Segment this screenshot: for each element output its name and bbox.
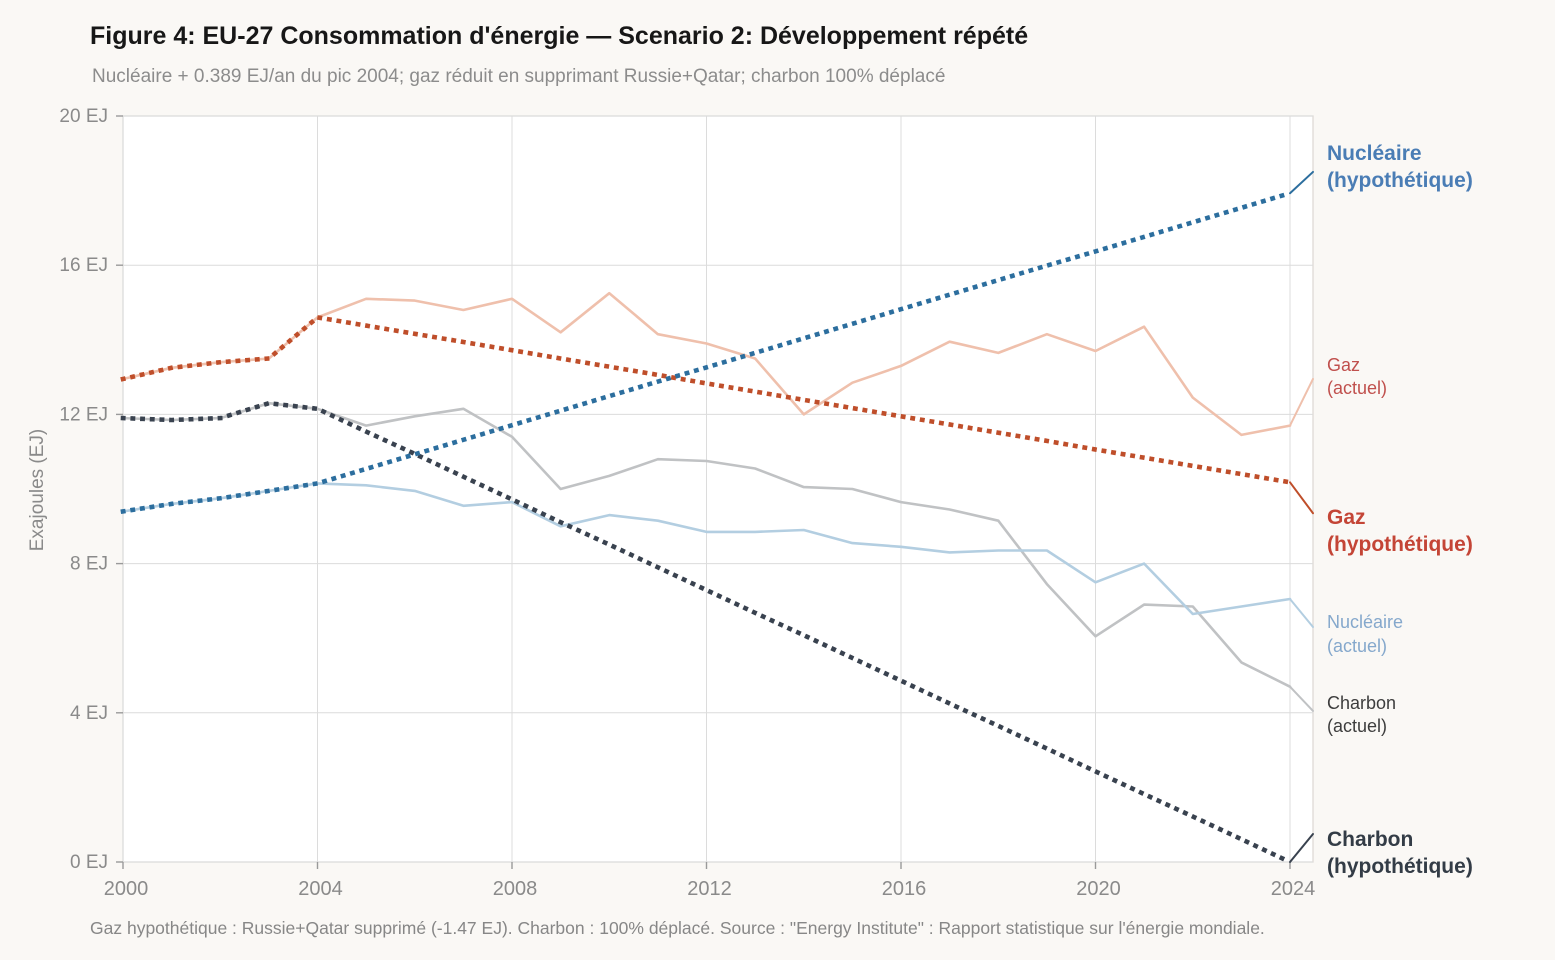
plot-area xyxy=(122,115,1314,863)
series-line-charbon_actuel xyxy=(121,401,1292,689)
series-label-line: (actuel) xyxy=(1327,715,1388,736)
series-label-charbon_hypothetique: Charbon (hypothétique) xyxy=(1327,827,1473,881)
series-label-connector-gaz_hypothetique xyxy=(1289,481,1314,515)
series-label-nucleaire_hypothetique: Nucléaire (hypothétique) xyxy=(1327,141,1473,195)
series-line-gaz_hypothetique xyxy=(120,315,1293,485)
series-line-nucleaire_hypothetique xyxy=(120,190,1293,515)
series-label-line: (actuel) xyxy=(1327,378,1388,399)
y-axis-title: Exajoules (EJ) xyxy=(27,428,48,552)
x-tick-label: 2016 xyxy=(882,878,927,900)
x-tick-label: 2020 xyxy=(1076,878,1121,900)
figure-subtitle: Nucléaire + 0.389 EJ/an du pic 2004; gaz… xyxy=(92,66,946,87)
x-tick-label: 2024 xyxy=(1271,878,1316,900)
series-label-line: (hypothétique) xyxy=(1327,532,1473,556)
x-tick-label: 2012 xyxy=(687,878,732,900)
series-label-charbon_actuel: Charbon (actuel) xyxy=(1327,692,1396,738)
series-label-gaz_hypothetique: Gaz (hypothétique) xyxy=(1327,505,1473,559)
series-label-connector-charbon_hypothetique xyxy=(1289,833,1314,863)
y-tick-label: 20 EJ xyxy=(59,106,108,127)
y-tick-label: 8 EJ xyxy=(70,554,108,575)
series-label-line: Nucléaire xyxy=(1327,142,1422,166)
series-label-line: Nucléaire xyxy=(1327,612,1404,633)
y-tick-label: 16 EJ xyxy=(59,255,108,276)
series-label-connector-gaz_actuel xyxy=(1289,377,1314,427)
y-tick-label: 12 EJ xyxy=(59,404,108,425)
figure-title: Figure 4: EU-27 Consommation d'énergie —… xyxy=(90,22,1029,50)
series-label-connector-nucleaire_actuel xyxy=(1289,598,1314,629)
series-label-line: Gaz xyxy=(1327,506,1366,530)
series-label-connector-nucleaire_hypothetique xyxy=(1289,170,1314,195)
series-label-gaz_actuel: Gaz (actuel) xyxy=(1327,354,1387,400)
x-tick-label: 2008 xyxy=(493,878,538,900)
series-label-line: (actuel) xyxy=(1327,635,1388,656)
y-tick-label: 0 EJ xyxy=(70,852,108,873)
series-label-line: (hypothétique) xyxy=(1327,854,1473,878)
series-label-line: Charbon xyxy=(1327,827,1414,851)
series-label-line: Gaz xyxy=(1327,355,1361,376)
x-tick-label: 2000 xyxy=(104,878,149,900)
figure-footnote: Gaz hypothétique : Russie+Qatar supprimé… xyxy=(90,918,1265,938)
series-label-nucleaire_actuel: Nucléaire (actuel) xyxy=(1327,611,1403,657)
series-label-connector-charbon_actuel xyxy=(1289,685,1314,712)
series-line-charbon_hypothetique xyxy=(120,400,1294,866)
series-label-line: Charbon xyxy=(1327,692,1397,713)
series-label-line: (hypothétique) xyxy=(1327,169,1473,193)
x-tick-label: 2004 xyxy=(298,878,343,900)
y-tick-label: 4 EJ xyxy=(70,703,108,724)
